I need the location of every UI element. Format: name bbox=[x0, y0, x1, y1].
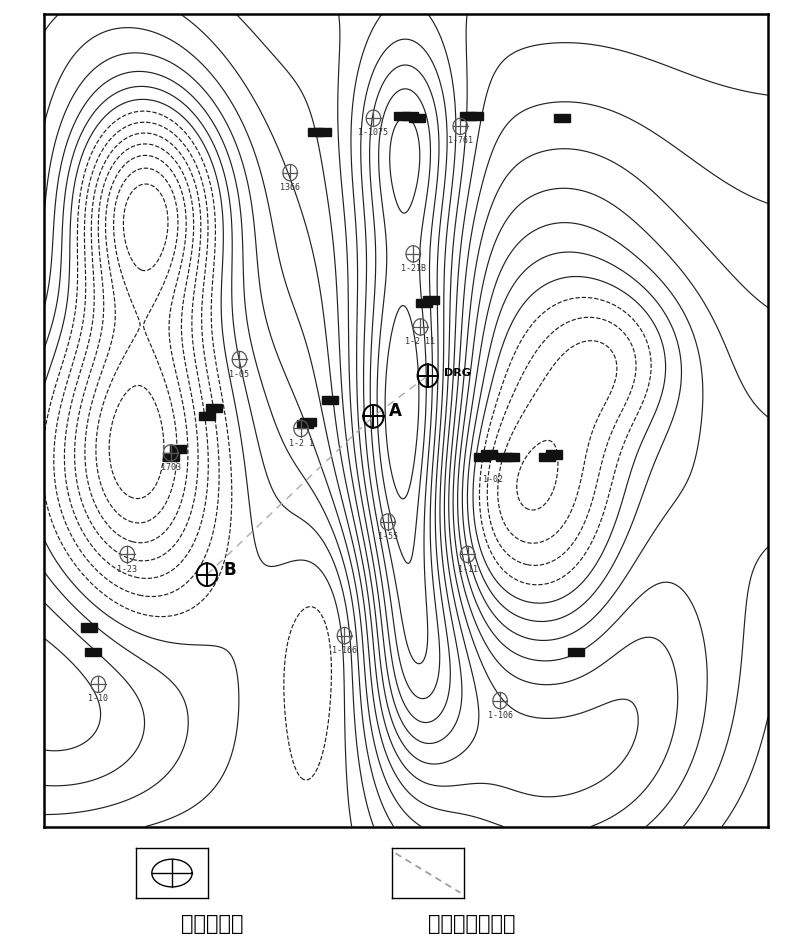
Bar bbox=[503, 453, 519, 461]
Bar bbox=[199, 412, 215, 420]
Bar bbox=[482, 450, 498, 459]
Text: 1-21B: 1-21B bbox=[401, 264, 426, 273]
Text: 1703: 1703 bbox=[161, 463, 181, 472]
Text: 部署水平井轨道: 部署水平井轨道 bbox=[428, 914, 516, 934]
Bar bbox=[162, 453, 178, 461]
Text: 1-55: 1-55 bbox=[378, 532, 398, 541]
Text: 1366: 1366 bbox=[280, 182, 300, 192]
Bar bbox=[474, 453, 490, 461]
Text: DRG: DRG bbox=[444, 369, 470, 378]
Bar bbox=[86, 648, 101, 656]
Bar bbox=[297, 420, 313, 428]
Text: 1-2 11: 1-2 11 bbox=[406, 337, 435, 346]
Bar bbox=[300, 418, 316, 426]
Text: 1-10: 1-10 bbox=[88, 694, 108, 704]
Text: 部署开发井: 部署开发井 bbox=[181, 914, 243, 934]
Text: 1-11: 1-11 bbox=[458, 564, 478, 574]
Bar bbox=[402, 112, 418, 120]
Text: A: A bbox=[390, 403, 402, 421]
Text: 1-23: 1-23 bbox=[118, 564, 138, 574]
Bar bbox=[416, 298, 432, 307]
Bar bbox=[423, 296, 439, 304]
Bar bbox=[314, 128, 330, 136]
Text: B: B bbox=[223, 560, 236, 579]
Text: 1-166: 1-166 bbox=[332, 646, 357, 655]
Bar bbox=[322, 396, 338, 404]
Bar bbox=[539, 453, 555, 461]
Text: 1-02: 1-02 bbox=[483, 475, 503, 484]
Bar bbox=[170, 445, 186, 453]
Bar bbox=[459, 112, 475, 120]
Bar bbox=[409, 114, 425, 123]
Bar bbox=[81, 623, 97, 632]
Bar bbox=[568, 648, 584, 656]
Bar bbox=[206, 404, 222, 412]
Text: 1-106: 1-106 bbox=[488, 711, 513, 720]
Text: 1-2 1: 1-2 1 bbox=[289, 439, 314, 447]
Text: 1-761: 1-761 bbox=[448, 137, 473, 145]
Bar bbox=[467, 112, 482, 120]
Text: 1-1075: 1-1075 bbox=[358, 128, 389, 138]
Text: 1-05: 1-05 bbox=[230, 370, 250, 379]
Bar bbox=[554, 114, 570, 123]
Bar bbox=[394, 112, 410, 120]
Bar bbox=[546, 450, 562, 459]
Bar bbox=[496, 453, 512, 461]
Bar bbox=[307, 128, 323, 136]
